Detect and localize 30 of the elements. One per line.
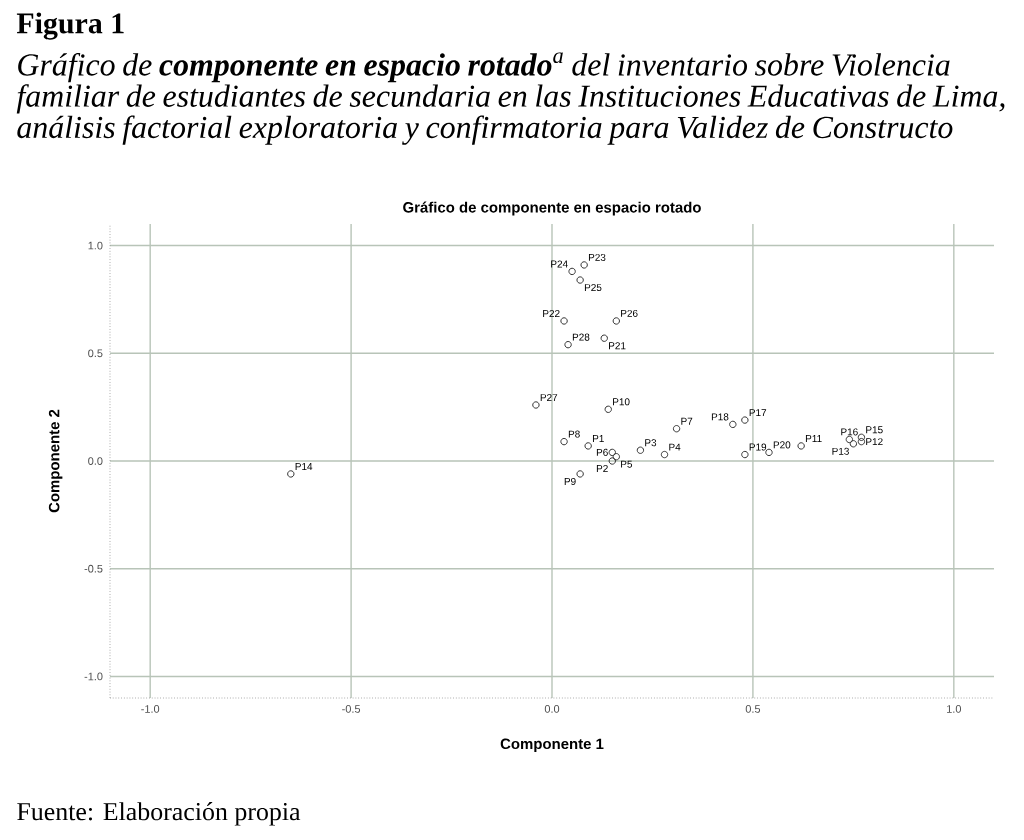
point xyxy=(672,425,681,433)
point xyxy=(604,405,612,413)
point xyxy=(608,457,616,465)
point xyxy=(564,340,572,349)
point xyxy=(576,470,584,478)
point xyxy=(857,437,866,446)
point xyxy=(600,334,608,342)
source-note: Fuente: Elaboración propia xyxy=(17,802,301,826)
point xyxy=(857,433,866,441)
point xyxy=(287,470,295,478)
point xyxy=(612,317,620,325)
point xyxy=(576,276,584,284)
point xyxy=(660,450,669,459)
point xyxy=(849,440,858,448)
point xyxy=(636,446,645,454)
text: Figura 1 xyxy=(16,12,124,40)
point xyxy=(741,450,749,459)
point xyxy=(612,453,620,461)
point xyxy=(729,420,737,429)
point xyxy=(580,261,588,269)
point xyxy=(532,401,540,409)
point xyxy=(560,317,568,325)
text: Gráfico de componente en espacio rotado$^{a}$ del inventario sobre Violencia familiar de estudiantes de secundaria en las Instituciones Educativas de Lima, análisis factorial exploratoria y confirmatoria para Validez de Constructo xyxy=(16,52,1005,145)
point xyxy=(797,442,805,450)
point xyxy=(608,448,616,457)
point xyxy=(741,416,749,424)
point xyxy=(765,448,773,457)
point xyxy=(560,437,568,446)
point xyxy=(584,442,592,450)
point xyxy=(568,267,576,276)
